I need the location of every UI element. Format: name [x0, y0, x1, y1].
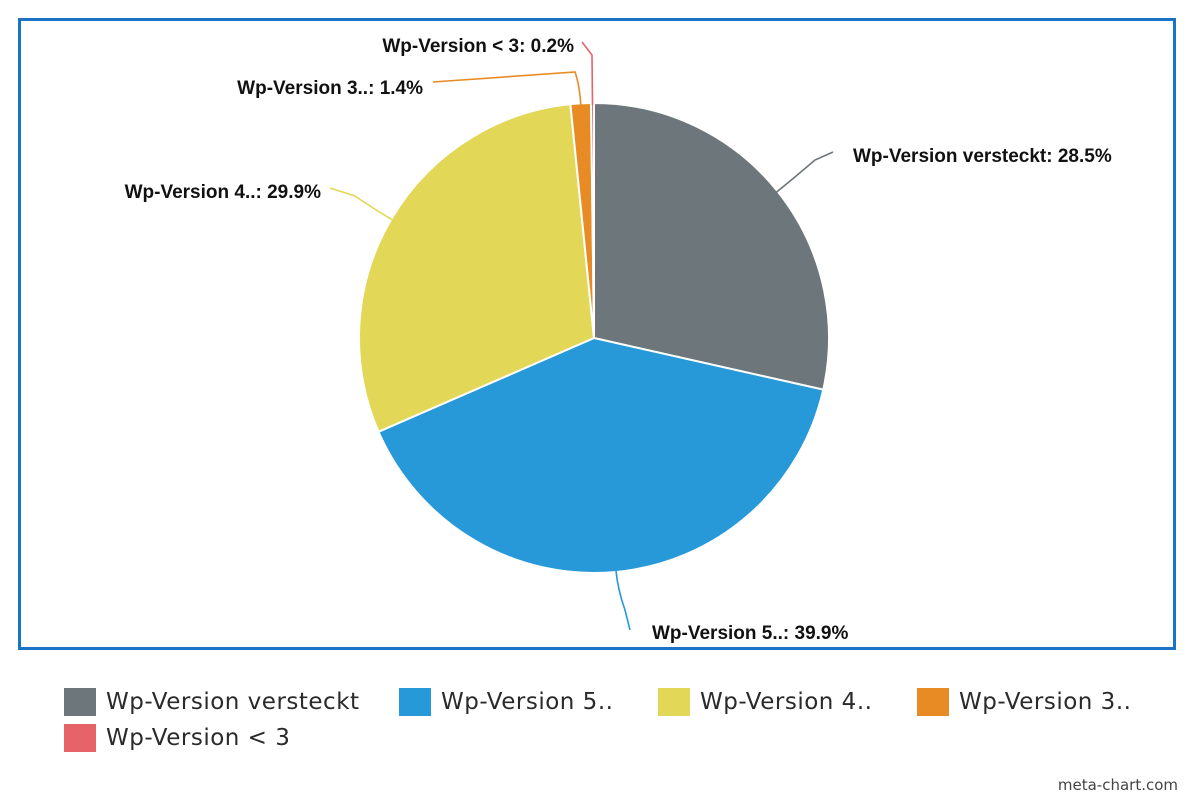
watermark: meta-chart.com	[1057, 776, 1178, 794]
legend-item-versteckt[interactable]: Wp-Version versteckt	[64, 688, 360, 716]
legend-label-versteckt: Wp-Version versteckt	[106, 689, 360, 715]
slice-label: Wp-Version < 3: 0.2%	[382, 36, 574, 57]
label-connector	[329, 187, 394, 221]
label-connector	[581, 41, 594, 106]
slice-label: Wp-Version versteckt: 28.5%	[853, 146, 1112, 167]
slice-label: Wp-Version 5..: 39.9%	[652, 623, 848, 644]
label-connector	[615, 569, 631, 631]
legend-item-4[interactable]: Wp-Version 4..	[658, 688, 872, 716]
legend-swatch-lt3	[64, 724, 96, 752]
slice-label: Wp-Version 4..: 29.9%	[125, 182, 321, 203]
label-connector	[775, 151, 834, 194]
plot-frame	[18, 18, 1176, 650]
legend-label-lt3: Wp-Version < 3	[106, 725, 291, 751]
legend-label-5: Wp-Version 5..	[441, 689, 614, 715]
legend-item-5[interactable]: Wp-Version 5..	[399, 688, 613, 716]
legend-swatch-versteckt	[64, 688, 96, 716]
legend-label-4: Wp-Version 4..	[700, 689, 873, 715]
legend-item-3[interactable]: Wp-Version 3..	[917, 688, 1131, 716]
legend-swatch-4	[658, 688, 690, 716]
legend-item-lt3[interactable]: Wp-Version < 3	[64, 724, 290, 752]
legend-label-3: Wp-Version 3..	[959, 689, 1132, 715]
label-connector	[432, 71, 582, 106]
legend-swatch-5	[399, 688, 431, 716]
legend-swatch-3	[917, 688, 949, 716]
slice-label: Wp-Version 3..: 1.4%	[237, 78, 423, 99]
